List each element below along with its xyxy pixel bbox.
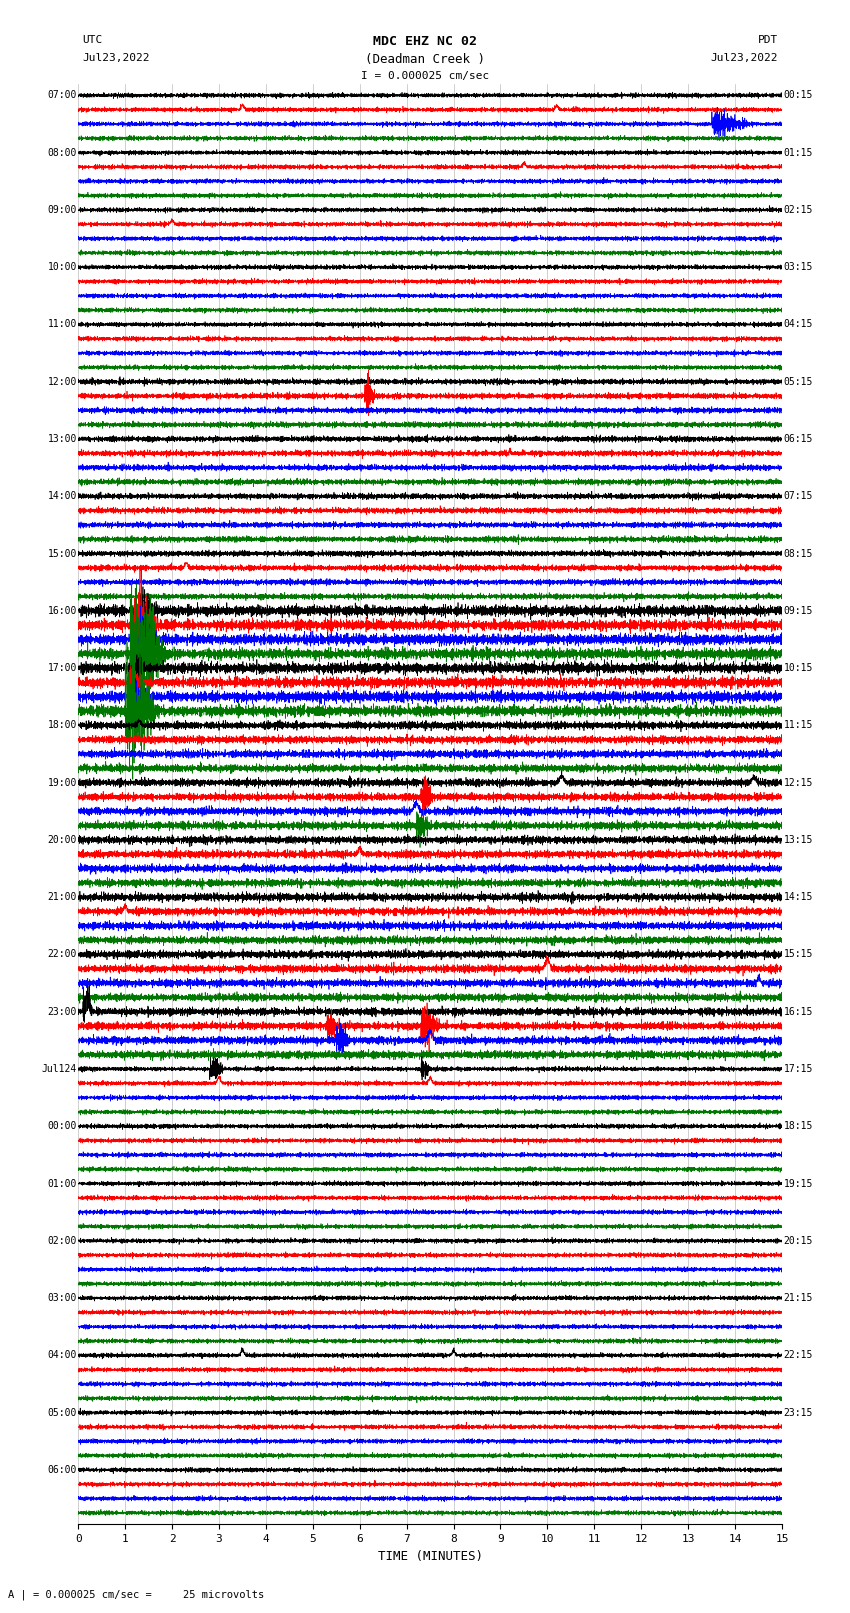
Text: 11:15: 11:15: [784, 721, 813, 731]
Text: 17:15: 17:15: [784, 1065, 813, 1074]
Text: 20:15: 20:15: [784, 1236, 813, 1245]
Text: Jul23,2022: Jul23,2022: [711, 53, 778, 63]
Text: (Deadman Creek ): (Deadman Creek ): [365, 53, 485, 66]
Text: 02:15: 02:15: [784, 205, 813, 215]
Text: 19:15: 19:15: [784, 1179, 813, 1189]
Text: PDT: PDT: [757, 35, 778, 45]
Text: 13:15: 13:15: [784, 836, 813, 845]
Text: 03:00: 03:00: [48, 1294, 76, 1303]
Text: 14:00: 14:00: [48, 492, 76, 502]
Text: 12:15: 12:15: [784, 777, 813, 787]
Text: 04:00: 04:00: [48, 1350, 76, 1360]
Text: A | = 0.000025 cm/sec =     25 microvolts: A | = 0.000025 cm/sec = 25 microvolts: [8, 1589, 264, 1600]
Text: 22:15: 22:15: [784, 1350, 813, 1360]
Text: 23:15: 23:15: [784, 1408, 813, 1418]
Text: 15:00: 15:00: [48, 548, 76, 558]
Text: 18:00: 18:00: [48, 721, 76, 731]
Text: 03:15: 03:15: [784, 263, 813, 273]
X-axis label: TIME (MINUTES): TIME (MINUTES): [377, 1550, 483, 1563]
Text: 09:15: 09:15: [784, 606, 813, 616]
Text: 04:15: 04:15: [784, 319, 813, 329]
Text: 16:00: 16:00: [48, 606, 76, 616]
Text: 17:00: 17:00: [48, 663, 76, 673]
Text: 08:00: 08:00: [48, 148, 76, 158]
Text: 11:00: 11:00: [48, 319, 76, 329]
Text: 10:15: 10:15: [784, 663, 813, 673]
Text: 18:15: 18:15: [784, 1121, 813, 1131]
Text: Jul124: Jul124: [42, 1065, 76, 1074]
Text: 23:00: 23:00: [48, 1007, 76, 1016]
Text: 19:00: 19:00: [48, 777, 76, 787]
Text: 14:15: 14:15: [784, 892, 813, 902]
Text: 21:00: 21:00: [48, 892, 76, 902]
Text: 10:00: 10:00: [48, 263, 76, 273]
Text: 07:00: 07:00: [48, 90, 76, 100]
Text: 00:00: 00:00: [48, 1121, 76, 1131]
Text: 12:00: 12:00: [48, 377, 76, 387]
Text: Jul23,2022: Jul23,2022: [82, 53, 150, 63]
Text: 00:15: 00:15: [784, 90, 813, 100]
Text: 05:15: 05:15: [784, 377, 813, 387]
Text: 21:15: 21:15: [784, 1294, 813, 1303]
Text: 13:00: 13:00: [48, 434, 76, 444]
Text: 06:00: 06:00: [48, 1465, 76, 1474]
Text: 16:15: 16:15: [784, 1007, 813, 1016]
Text: I = 0.000025 cm/sec: I = 0.000025 cm/sec: [361, 71, 489, 81]
Text: 08:15: 08:15: [784, 548, 813, 558]
Text: UTC: UTC: [82, 35, 103, 45]
Text: 07:15: 07:15: [784, 492, 813, 502]
Text: 09:00: 09:00: [48, 205, 76, 215]
Text: 15:15: 15:15: [784, 950, 813, 960]
Text: MDC EHZ NC 02: MDC EHZ NC 02: [373, 35, 477, 48]
Text: 06:15: 06:15: [784, 434, 813, 444]
Text: 02:00: 02:00: [48, 1236, 76, 1245]
Text: 20:00: 20:00: [48, 836, 76, 845]
Text: 01:00: 01:00: [48, 1179, 76, 1189]
Text: 01:15: 01:15: [784, 148, 813, 158]
Text: 05:00: 05:00: [48, 1408, 76, 1418]
Text: 22:00: 22:00: [48, 950, 76, 960]
